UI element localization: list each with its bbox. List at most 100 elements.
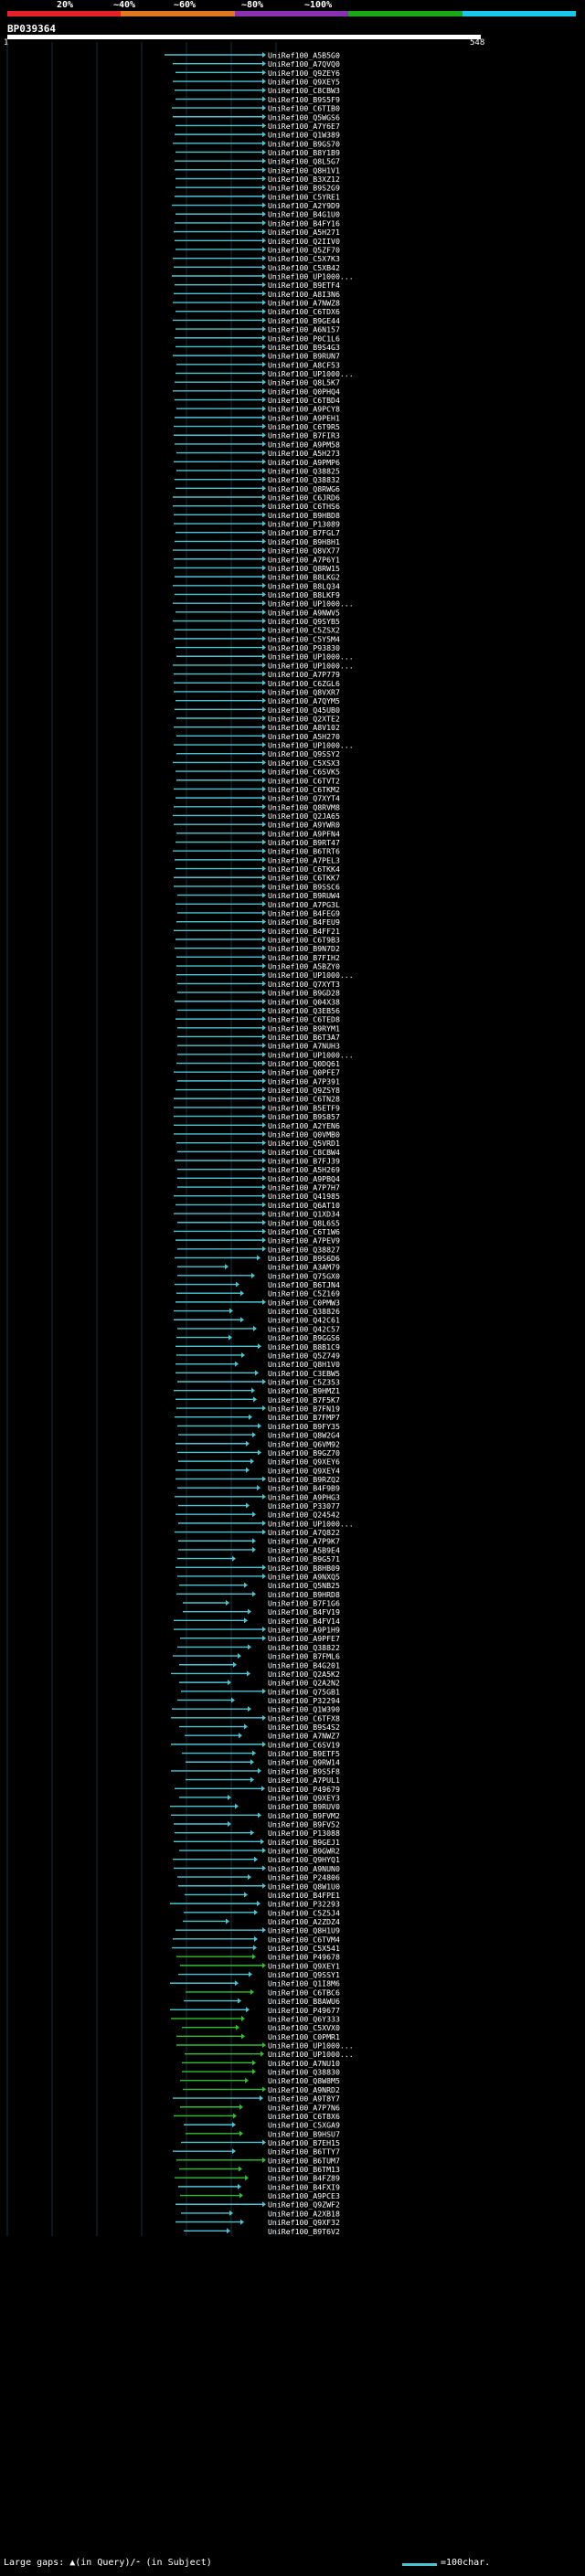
hit-label[interactable]: UniRef100_UP1000...	[268, 272, 354, 281]
hit-label[interactable]: UniRef100_C6T8X6	[268, 2112, 340, 2121]
hit-row[interactable]: UniRef100_A8I3N6	[174, 290, 340, 299]
hit-row[interactable]: UniRef100_Q38826	[174, 1307, 340, 1316]
hit-label[interactable]: UniRef100_A5H271	[268, 228, 340, 237]
hit-row[interactable]: UniRef100_B9ETF4	[175, 281, 340, 290]
hit-label[interactable]: UniRef100_B8LKF9	[268, 590, 340, 599]
hit-label[interactable]: UniRef100_P32294	[268, 1696, 340, 1705]
hit-row[interactable]: UniRef100_Q42C57	[177, 1324, 340, 1333]
hit-row[interactable]: UniRef100_Q8W8M5	[180, 2076, 340, 2085]
hit-label[interactable]: UniRef100_A7QYM5	[268, 696, 340, 705]
hit-label[interactable]: UniRef100_Q8H1V1	[268, 165, 340, 175]
hit-label[interactable]: UniRef100_C6SVK5	[268, 768, 340, 777]
hit-row[interactable]: UniRef100_Q5Z749	[176, 1351, 340, 1360]
hit-label[interactable]: UniRef100_Q0PFE7	[268, 1068, 340, 1077]
hit-label[interactable]: UniRef100_Q2A5K2	[268, 1670, 340, 1679]
hit-label[interactable]: UniRef100_B9SSC6	[268, 882, 340, 891]
hit-row[interactable]: UniRef100_Q04X38	[175, 997, 340, 1006]
hit-row[interactable]: UniRef100_B7EH15	[181, 2138, 340, 2147]
hit-label[interactable]: UniRef100_B9H8H1	[268, 537, 340, 546]
hit-label[interactable]: UniRef100_B9GS70	[268, 139, 340, 148]
hit-label[interactable]: UniRef100_B9S857	[268, 1112, 340, 1121]
hit-row[interactable]: UniRef100_Q6Y333	[171, 2014, 340, 2023]
hit-row[interactable]: UniRef100_A6N157	[176, 325, 340, 334]
hit-row[interactable]: UniRef100_Q0VMB0	[174, 1129, 340, 1139]
hit-label[interactable]: UniRef100_A7P7N6	[268, 2103, 340, 2112]
hit-row[interactable]: UniRef100_B7FGL7	[176, 528, 340, 537]
hit-label[interactable]: UniRef100_C6TBD4	[268, 396, 340, 405]
hit-row[interactable]: UniRef100_A9YWR0	[174, 821, 340, 830]
hit-row[interactable]: UniRef100_C6T1W6	[174, 1227, 340, 1236]
hit-row[interactable]: UniRef100_Q8L5G7	[175, 157, 340, 166]
hit-row[interactable]: UniRef100_Q8H1V0	[176, 1360, 340, 1369]
hit-row[interactable]: UniRef100_P24806	[177, 1873, 340, 1882]
hit-label[interactable]: UniRef100_A9PCY8	[268, 405, 340, 414]
hit-label[interactable]: UniRef100_A9PBQ4	[268, 1174, 340, 1183]
hit-label[interactable]: UniRef100_UP1000...	[268, 1519, 354, 1528]
hit-label[interactable]: UniRef100_A2YEN6	[268, 1121, 340, 1130]
hit-row[interactable]: UniRef100_B9GWR2	[179, 1847, 340, 1856]
hit-row[interactable]: UniRef100_Q9XEY1	[180, 1961, 340, 1970]
hit-label[interactable]: UniRef100_C5XB42	[268, 263, 340, 272]
hit-row[interactable]: UniRef100_Q8H1U9	[176, 1926, 340, 1935]
hit-row[interactable]: UniRef100_Q9XEY6	[178, 1458, 340, 1467]
hit-row[interactable]: UniRef100_Q9XF32	[176, 2218, 340, 2227]
hit-row[interactable]: UniRef100_A9NWV5	[176, 608, 340, 617]
hit-row[interactable]: UniRef100_B9H8H1	[175, 537, 340, 546]
hit-label[interactable]: UniRef100_C6TDX6	[268, 307, 340, 316]
hit-label[interactable]: UniRef100_C5Z353	[268, 1378, 340, 1387]
hit-label[interactable]: UniRef100_Q8L5G7	[268, 157, 340, 166]
hit-label[interactable]: UniRef100_UP1000...	[268, 2050, 354, 2059]
hit-label[interactable]: UniRef100_B9S6D6	[268, 1254, 340, 1263]
hit-label[interactable]: UniRef100_B9GE44	[268, 316, 340, 325]
hit-label[interactable]: UniRef100_P33077	[268, 1501, 340, 1511]
hit-label[interactable]: UniRef100_C6JRD6	[268, 493, 340, 503]
hit-row[interactable]: UniRef100_A7NWZ7	[185, 1732, 340, 1741]
hit-label[interactable]: UniRef100_A7P6Y1	[268, 555, 340, 564]
hit-label[interactable]: UniRef100_A7NUH3	[268, 1042, 340, 1051]
hit-row[interactable]: UniRef100_A9PCY8	[176, 405, 340, 414]
hit-label[interactable]: UniRef100_Q8RWG6	[268, 484, 340, 493]
hit-row[interactable]: UniRef100_B4G201	[179, 1660, 340, 1670]
hit-row[interactable]: UniRef100_C5YRE1	[175, 192, 340, 201]
hit-label[interactable]: UniRef100_UP1000...	[268, 2041, 354, 2051]
hit-row[interactable]: UniRef100_Q0DQ61	[176, 1059, 340, 1068]
hit-row[interactable]: UniRef100_C5XSX3	[173, 758, 340, 768]
hit-label[interactable]: UniRef100_A9PFE7	[268, 1634, 340, 1643]
hit-row[interactable]: UniRef100_Q3EB56	[177, 1006, 340, 1015]
hit-label[interactable]: UniRef100_P49679	[268, 1785, 340, 1794]
hit-label[interactable]: UniRef100_A2Y9D9	[268, 201, 340, 210]
hit-row[interactable]: UniRef100_A5B5G0	[165, 51, 340, 60]
hit-row[interactable]: UniRef100_P93830	[176, 643, 340, 652]
hit-row[interactable]: UniRef100_P49678	[176, 1953, 340, 1962]
hit-row[interactable]: UniRef100_B9FV52	[174, 1820, 340, 1829]
hit-row[interactable]: UniRef100_UP1000...	[176, 652, 354, 662]
hit-row[interactable]: UniRef100_Q5NB25	[179, 1581, 340, 1590]
hit-row[interactable]: UniRef100_Q9RW14	[186, 1758, 340, 1767]
hit-row[interactable]: UniRef100_A5B9E4	[178, 1545, 340, 1554]
hit-label[interactable]: UniRef100_B7FIR3	[268, 431, 340, 440]
hit-row[interactable]: UniRef100_Q7XYT3	[177, 980, 340, 989]
hit-row[interactable]: UniRef100_Q1XD34	[174, 1210, 340, 1219]
hit-label[interactable]: UniRef100_Q9ZWF2	[268, 2200, 340, 2210]
hit-row[interactable]: UniRef100_UP1000...	[178, 1519, 354, 1528]
hit-row[interactable]: UniRef100_Q8VX77	[173, 546, 340, 556]
hit-row[interactable]: UniRef100_B9G571	[177, 1554, 340, 1564]
hit-row[interactable]: UniRef100_A2XB18	[181, 2209, 340, 2218]
hit-label[interactable]: UniRef100_B9T6V2	[268, 2227, 340, 2236]
hit-label[interactable]: UniRef100_P13089	[268, 520, 340, 529]
hit-row[interactable]: UniRef100_C0PMW3	[176, 1298, 340, 1307]
hit-row[interactable]: UniRef100_UP1000...	[174, 741, 354, 750]
hit-row[interactable]: UniRef100_A9T8Y7	[173, 2094, 340, 2104]
hit-row[interactable]: UniRef100_A2Y9D9	[172, 201, 340, 210]
hit-row[interactable]: UniRef100_B9S2G9	[176, 184, 340, 193]
hit-label[interactable]: UniRef100_B7FGL7	[268, 528, 340, 537]
hit-label[interactable]: UniRef100_Q38827	[268, 1245, 340, 1254]
hit-label[interactable]: UniRef100_Q2XTE2	[268, 715, 340, 724]
hit-row[interactable]: UniRef100_C5XB42	[174, 263, 340, 272]
hit-row[interactable]: UniRef100_B4FF21	[174, 927, 340, 936]
hit-row[interactable]: UniRef100_UP1000...	[173, 599, 354, 609]
hit-row[interactable]: UniRef100_P13089	[174, 520, 340, 529]
hit-row[interactable]: UniRef100_Q2XTE2	[176, 715, 340, 724]
hit-label[interactable]: UniRef100_A5H273	[268, 449, 340, 458]
hit-row[interactable]: UniRef100_A9PM58	[175, 440, 340, 449]
